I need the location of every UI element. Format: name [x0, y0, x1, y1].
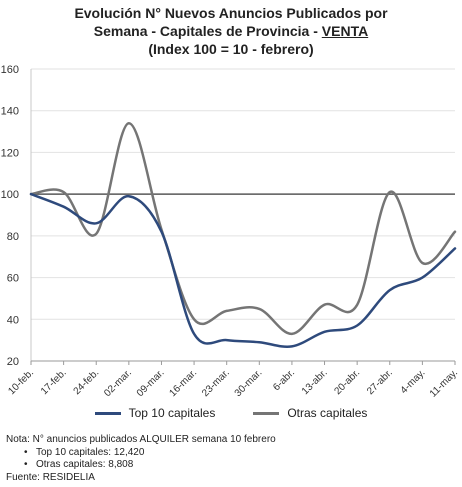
x-tick-label: 4-may.: [399, 367, 428, 396]
x-tick-label: 24-feb.: [72, 367, 102, 397]
chart-notes: Nota: N° anuncios publicados ALQUILER se…: [6, 434, 276, 484]
y-tick-label: 40: [7, 314, 19, 326]
y-tick-label: 140: [1, 106, 19, 118]
x-tick-label: 17-feb.: [39, 367, 69, 397]
source-note: Fuente: RESIDELIA: [6, 471, 95, 483]
x-tick-label: 6-abr.: [271, 367, 297, 393]
chart-title: Evolución N° Nuevos Anuncios Publicados …: [0, 4, 462, 58]
chart-legend: Top 10 capitales Otras capitales: [0, 406, 462, 420]
series-line-top10: [29, 192, 457, 349]
x-tick-label: 30-mar.: [233, 367, 265, 399]
x-tick-label: 20-abr.: [332, 367, 362, 397]
y-tick-label: 100: [1, 189, 19, 201]
legend-label-top10: Top 10 capitales: [128, 406, 216, 420]
chart-title-line-3: (Index 100 = 10 - febrero): [148, 41, 314, 57]
note-bullet-otras: Otras capitales: 8,808: [6, 459, 276, 472]
x-tick-label: 23-mar.: [200, 367, 232, 399]
chart-title-line-1: Evolución N° Nuevos Anuncios Publicados …: [74, 5, 388, 21]
legend-swatch-top10: [94, 411, 121, 415]
note-line: Nota: N° anuncios publicados ALQUILER se…: [6, 434, 276, 445]
y-tick-label: 80: [7, 231, 19, 243]
x-tick-label: 13-abr.: [300, 367, 330, 397]
chart-title-line-2-text: Semana - Capitales de Provincia -: [93, 23, 322, 39]
note-bullet-top10: Top 10 capitales: 12,420: [6, 447, 276, 460]
chart-title-line-2: Semana - Capitales de Provincia - VENTA: [0, 22, 462, 40]
chart-title-venta: VENTA: [321, 23, 369, 39]
legend-swatch-otras: [253, 411, 280, 415]
legend-item-otras: Otras capitales: [253, 406, 367, 420]
x-tick-label: 11-may.: [428, 367, 460, 399]
x-tick-label: 02-mar.: [102, 367, 134, 399]
line-chart: 20 40 60 80 100 120 140 160 10-feb. 17-feb. 24-feb…: [1, 64, 460, 400]
y-tick-label: 20: [7, 356, 19, 368]
legend-label-otras: Otras capitales: [287, 406, 368, 420]
x-tick-label: 09-mar.: [135, 367, 167, 399]
x-tick-label: 10-feb.: [6, 367, 36, 397]
legend-item-top10: Top 10 capitales: [94, 406, 216, 420]
x-tick-label: 16-mar.: [167, 367, 199, 399]
series-line-otras: [29, 121, 457, 336]
y-tick-label: 160: [1, 64, 19, 76]
y-tick-label: 120: [1, 147, 19, 159]
y-tick-label: 60: [7, 273, 19, 285]
x-tick-label: 27-abr.: [365, 367, 395, 397]
